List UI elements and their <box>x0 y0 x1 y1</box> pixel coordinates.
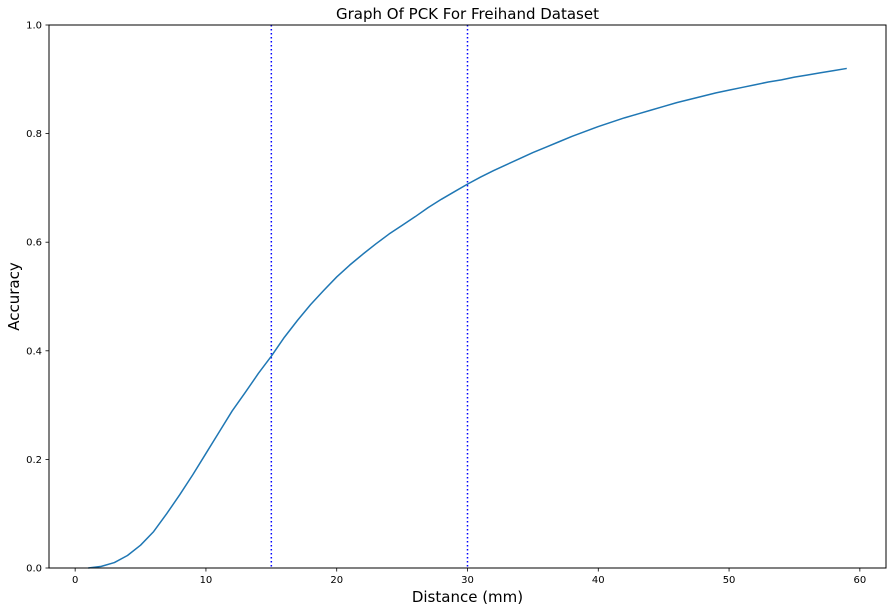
y-tick-label: 0.6 <box>26 238 42 249</box>
x-axis-label: Distance (mm) <box>412 588 523 606</box>
chart-title: Graph Of PCK For Freihand Dataset <box>336 5 599 23</box>
y-axis-label: Accuracy <box>5 262 23 331</box>
y-tick-label: 0.2 <box>26 455 42 466</box>
y-tick-label: 0.8 <box>26 129 42 140</box>
x-tick-label: 40 <box>592 575 605 586</box>
x-tick-label: 0 <box>72 575 78 586</box>
y-axis: 0.0 0.2 0.4 0.6 0.8 1.0 <box>26 21 49 575</box>
y-tick-label: 0.0 <box>26 564 42 575</box>
y-tick-label: 1.0 <box>26 21 42 32</box>
x-tick-label: 10 <box>200 575 213 586</box>
reference-lines <box>270 25 469 568</box>
series-layer <box>88 67 847 569</box>
x-tick-label: 30 <box>461 575 474 586</box>
series-line-0 <box>88 67 847 569</box>
y-tick-label: 0.4 <box>26 346 42 357</box>
x-tick-label: 20 <box>330 575 343 586</box>
x-tick-label: 50 <box>723 575 736 586</box>
x-tick-label: 60 <box>853 575 866 586</box>
x-axis: 0 10 20 30 40 50 60 <box>72 568 866 586</box>
